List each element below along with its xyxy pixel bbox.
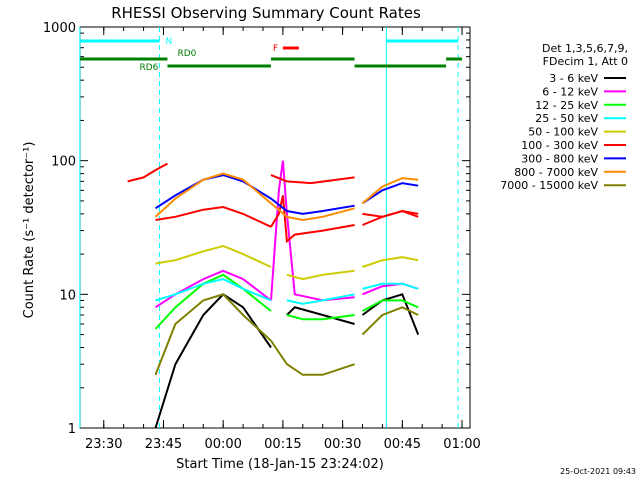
- y-tick-label: 1000: [43, 21, 76, 36]
- y-tick-label: 1: [68, 422, 76, 437]
- series-line: [362, 209, 419, 218]
- legend-entry-label: 3 - 6 keV: [549, 72, 598, 85]
- series-line: [154, 172, 272, 218]
- series-line: [270, 195, 355, 244]
- series-line: [362, 299, 419, 312]
- legend-entry-label: 800 - 7000 keV: [514, 166, 598, 179]
- series-line: [154, 273, 272, 330]
- state-bar-label: N: [165, 37, 172, 47]
- series-line: [286, 306, 355, 325]
- series-line: [286, 293, 355, 305]
- state-bar-label: RD0: [177, 49, 196, 59]
- x-axis-label: Start Time (18-Jan-15 23:24:02): [176, 457, 384, 472]
- legend-entry-label: 50 - 100 keV: [528, 126, 598, 139]
- series-line: [270, 202, 355, 222]
- x-tick-label: 00:45: [384, 437, 421, 452]
- x-tick-label: 01:00: [443, 437, 480, 452]
- legend-entry-label: 6 - 12 keV: [542, 85, 598, 98]
- series-line: [361, 293, 420, 335]
- legend-entry-label: 12 - 25 keV: [535, 99, 598, 112]
- legend-entry-label: 100 - 300 keV: [521, 139, 598, 152]
- series-line: [361, 306, 419, 336]
- series-line: [155, 244, 272, 268]
- series-line: [155, 278, 272, 302]
- series-line: [286, 314, 355, 321]
- y-tick-label: 100: [51, 155, 76, 170]
- footer-timestamp: 25-Oct-2021 09:43: [560, 467, 636, 476]
- x-tick-label: 00:00: [204, 437, 241, 452]
- x-tick-label: 23:30: [85, 437, 122, 452]
- series-line: [154, 293, 272, 428]
- state-bar-label: RD6: [139, 63, 158, 73]
- series-line: [362, 256, 419, 268]
- series-line: [270, 174, 355, 185]
- series-line: [362, 282, 419, 290]
- series-line: [127, 162, 168, 183]
- y-tick-label: 10: [59, 288, 76, 303]
- y-axis-label: Count Rate (s⁻¹ detector⁻¹): [22, 142, 37, 319]
- x-tick-label: 00:15: [264, 437, 301, 452]
- legend: Det 1,3,5,6,7,9,FDecim 1, Att 0 3 - 6 keV…: [500, 42, 628, 192]
- series-line: [270, 197, 355, 215]
- series-line: [155, 205, 272, 228]
- series-line: [154, 293, 272, 376]
- state-bar-label: F: [273, 44, 278, 54]
- legend-entry-label: 300 - 800 keV: [521, 152, 598, 165]
- series-line: [286, 269, 355, 281]
- series-line: [270, 160, 355, 302]
- legend-header: FDecim 1, Att 0: [543, 55, 628, 68]
- legend-header: Det 1,3,5,6,7,9,: [542, 42, 628, 55]
- chart-title: RHESSI Observing Summary Count Rates: [111, 4, 421, 22]
- series-line: [154, 174, 272, 210]
- series-line: [270, 340, 355, 376]
- plot-frame: [79, 26, 471, 429]
- series-line: [361, 177, 419, 205]
- series-line: [361, 182, 419, 205]
- x-tick-label: 23:45: [145, 437, 182, 452]
- legend-entry-label: 25 - 50 keV: [535, 112, 598, 125]
- legend-entry-label: 7000 - 15000 keV: [500, 179, 598, 192]
- plot-area: 1 10 100 1000 23:30 23:45 00:00 00:15 00:30 00:45…: [43, 21, 481, 452]
- series-line: [154, 269, 272, 309]
- x-tick-label: 00:30: [324, 437, 361, 452]
